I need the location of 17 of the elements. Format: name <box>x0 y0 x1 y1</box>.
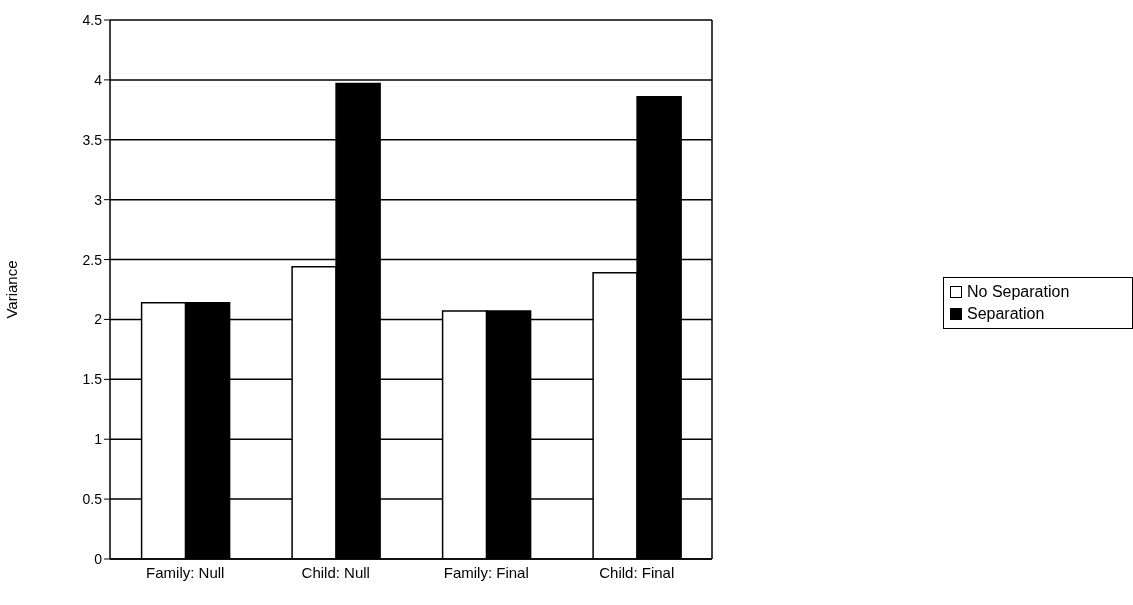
legend-label: Separation <box>967 303 1045 324</box>
y-axis-title: Variance <box>3 260 21 319</box>
y-tick-label: 4 <box>94 71 103 88</box>
y-tick-label: 4.5 <box>82 11 103 28</box>
y-tick-label: 2 <box>94 311 103 328</box>
x-tick-label: Child: Null <box>301 563 370 581</box>
x-tick-label: Family: Null <box>146 563 225 581</box>
y-tick-label: 3.5 <box>82 131 103 148</box>
legend-label: No Separation <box>967 281 1070 302</box>
y-tick-label: 0 <box>94 550 103 567</box>
y-tick-label: 3 <box>94 191 103 208</box>
y-tick-label: 0.5 <box>82 491 103 508</box>
y-tick-label: 1.5 <box>82 371 103 388</box>
x-tick-label: Child: Final <box>599 563 675 581</box>
y-tick-label: 2.5 <box>82 251 103 268</box>
y-tick-label: 1 <box>94 431 103 448</box>
x-tick-label: Family: Final <box>443 563 529 581</box>
